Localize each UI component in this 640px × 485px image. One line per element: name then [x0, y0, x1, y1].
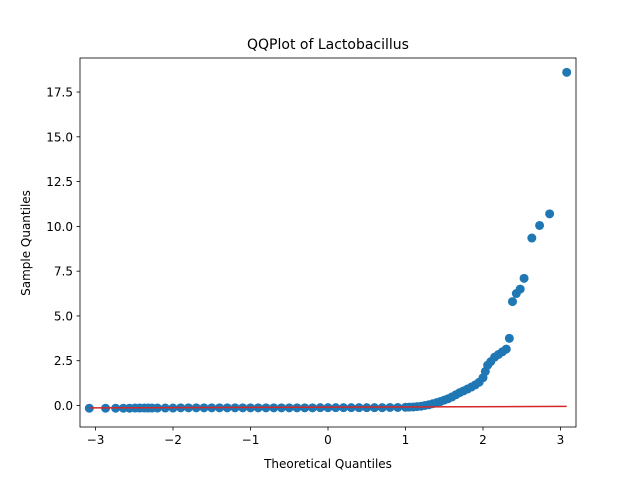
x-axis-ticks: −3 −2 −1 0 1 2 3 — [87, 427, 565, 447]
sample-quantile-point — [519, 273, 529, 283]
x-tick-label: 3 — [557, 433, 565, 447]
y-tick-label: 12.5 — [46, 175, 73, 189]
sample-quantile-point — [507, 297, 517, 307]
sample-quantile-point — [527, 233, 537, 243]
y-tick-label: 7.5 — [54, 265, 73, 279]
y-tick-label: 5.0 — [54, 309, 73, 323]
y-tick-label: 17.5 — [46, 86, 73, 100]
x-tick-label: −2 — [164, 433, 182, 447]
sample-quantile-point — [545, 209, 555, 219]
x-tick-label: 0 — [324, 433, 332, 447]
x-tick-label: −3 — [87, 433, 105, 447]
sample-quantile-point — [504, 333, 514, 343]
plot-marks — [84, 67, 572, 413]
sample-quantile-point — [562, 67, 572, 77]
x-tick-label: −1 — [242, 433, 260, 447]
x-tick-label: 1 — [402, 433, 410, 447]
sample-quantile-point — [84, 403, 94, 413]
y-tick-label: 15.0 — [46, 130, 73, 144]
sample-quantile-point — [535, 220, 545, 230]
x-tick-label: 2 — [479, 433, 487, 447]
y-axis-label: Sample Quantiles — [19, 190, 33, 296]
reference-line — [89, 405, 567, 409]
sample-quantile-point — [501, 344, 511, 354]
y-axis-ticks: 0.0 2.5 5.0 7.5 10.0 12.5 15.0 17.5 — [46, 86, 80, 413]
sample-quantile-point — [515, 284, 525, 294]
y-tick-label: 2.5 — [54, 354, 73, 368]
y-tick-label: 0.0 — [54, 399, 73, 413]
chart-title: QQPlot of Lactobacillus — [247, 37, 409, 53]
x-axis-label: Theoretical Quantiles — [263, 457, 392, 471]
y-tick-label: 10.0 — [46, 220, 73, 234]
